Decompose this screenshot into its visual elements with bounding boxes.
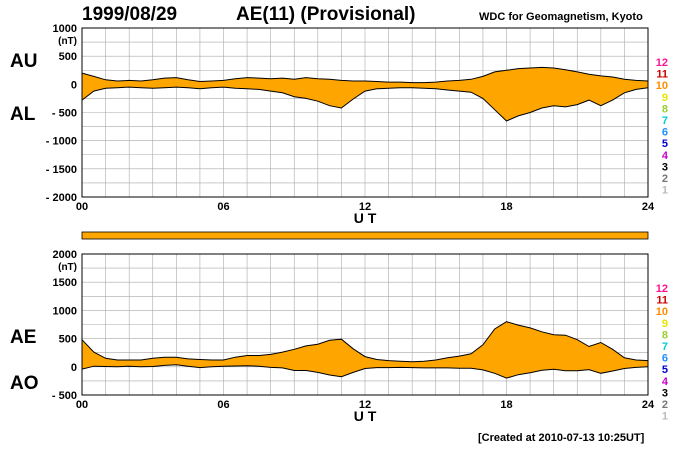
station-count-label: 3 <box>662 387 668 399</box>
y-tick-label: 0 <box>71 362 77 374</box>
station-availability-bar <box>81 231 649 240</box>
station-count-label: 9 <box>662 318 668 330</box>
station-count-label: 7 <box>662 341 668 353</box>
x-tick-label: 00 <box>76 399 88 411</box>
y-unit-label: (nT) <box>58 36 77 47</box>
y-tick-label: 0 <box>71 79 77 91</box>
x-tick-label: 24 <box>642 399 655 411</box>
series-line-ao <box>81 364 649 379</box>
station-count-label: 11 <box>656 295 668 307</box>
x-tick-label: 24 <box>642 201 655 213</box>
y-tick-label: - 1500 <box>46 164 77 176</box>
x-axis-label: U T <box>354 408 377 424</box>
station-count-label: 5 <box>662 138 668 150</box>
x-tick-label: 18 <box>500 201 512 213</box>
x-tick-label: 06 <box>217 201 229 213</box>
au-label: AU <box>10 51 38 72</box>
station-count-label: 10 <box>656 80 668 92</box>
created-timestamp: [Created at 2010-07-13 10:25UT] <box>478 432 645 444</box>
y-tick-label: - 1000 <box>46 136 77 148</box>
al-label: AL <box>10 104 36 125</box>
ao-label: AO <box>10 373 39 394</box>
station-count-label: 12 <box>656 57 668 69</box>
station-count-label: 5 <box>662 364 668 376</box>
ae-label: AE <box>10 327 37 348</box>
y-tick-label: 500 <box>59 51 77 63</box>
station-count-label: 1 <box>662 411 668 423</box>
area-fill <box>82 321 648 379</box>
series-line-al <box>81 86 649 122</box>
series-line-ae <box>81 321 649 363</box>
station-count-label: 9 <box>662 92 668 104</box>
y-tick-label: - 2000 <box>46 192 77 204</box>
chart-title: AE(11) (Provisional) <box>236 4 416 25</box>
y-tick-label: 500 <box>59 334 77 346</box>
station-count-label: 6 <box>662 353 668 365</box>
station-count-label: 12 <box>656 283 668 295</box>
station-count-label: 8 <box>662 103 668 115</box>
x-tick-label: 00 <box>76 201 88 213</box>
organization-label: WDC for Geomagnetism, Kyoto <box>479 11 643 23</box>
station-count-label: 4 <box>662 150 669 162</box>
y-tick-label: - 500 <box>52 390 77 402</box>
x-tick-label: 18 <box>500 399 512 411</box>
station-count-label: 4 <box>662 376 669 388</box>
y-tick-label: 1000 <box>53 305 77 317</box>
series-line-au <box>81 66 649 84</box>
station-count-label: 2 <box>662 173 668 185</box>
station-count-label: 7 <box>662 115 668 127</box>
x-tick-label: 12 <box>359 399 371 411</box>
y-tick-label: 1000 <box>53 23 77 35</box>
plot-frame <box>81 253 649 396</box>
station-count-label: 2 <box>662 399 668 411</box>
x-tick-label: 06 <box>217 399 229 411</box>
station-count-label: 6 <box>662 127 668 139</box>
y-tick-label: 1500 <box>53 277 77 289</box>
plot-frame <box>81 27 649 198</box>
station-count-label: 11 <box>656 69 668 81</box>
x-tick-label: 12 <box>359 201 371 213</box>
station-count-label: 10 <box>656 306 668 318</box>
y-unit-label: (nT) <box>58 262 77 273</box>
chart-date: 1999/08/29 <box>82 4 178 25</box>
y-tick-label: 2000 <box>53 249 77 261</box>
x-axis-label: U T <box>354 210 377 226</box>
station-count-label: 8 <box>662 329 668 341</box>
station-count-label: 1 <box>662 185 668 197</box>
station-count-label: 3 <box>662 161 668 173</box>
y-tick-label: - 500 <box>52 108 77 120</box>
